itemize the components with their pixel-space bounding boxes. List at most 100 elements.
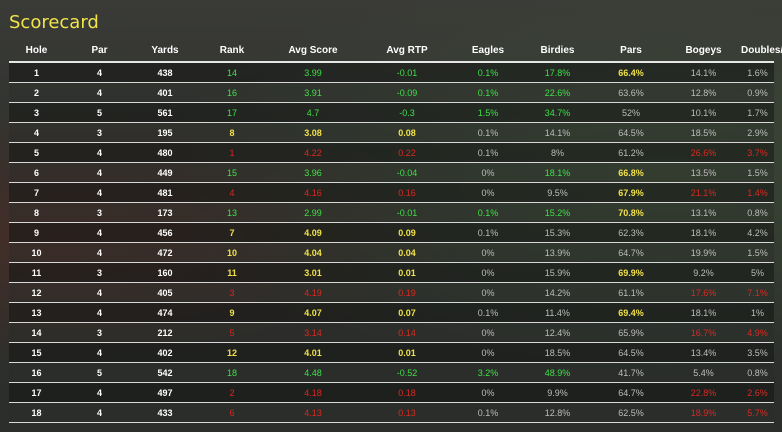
yards-cell: 401 (135, 82, 195, 103)
avg-score-cell: 2.99 (269, 202, 357, 223)
eagles-cell: 0% (457, 162, 519, 183)
table-row: 9 4 456 7 4.09 0.09 0.1% 15.3% 62.3% 18.1% 4.2% (9, 222, 774, 243)
doubles-cell: 2.6% (741, 382, 774, 403)
doubles-cell: 1.7% (741, 102, 774, 123)
avg-rtp-cell: 0.16 (357, 182, 457, 203)
eagles-cell: 0% (457, 182, 519, 203)
avg-score-cell: 3.91 (269, 82, 357, 103)
pars-cell: 64.5% (596, 342, 666, 363)
hole-cell: 16 (9, 362, 64, 383)
birdies-cell: 17.8% (519, 62, 596, 83)
table-header-row: Hole Par Yards Rank Avg Score Avg RTP Eagles Bi… (9, 40, 782, 62)
birdies-cell: 22.6% (519, 82, 596, 103)
avg-rtp-cell: 0.19 (357, 282, 457, 303)
yards-cell: 402 (135, 342, 195, 363)
pars-cell: 63.6% (596, 82, 666, 103)
bogeys-cell: 17.6% (666, 282, 741, 303)
avg-score-cell: 4.18 (269, 382, 357, 403)
par-cell: 4 (64, 282, 135, 303)
avg-rtp-cell: -0.01 (357, 202, 457, 223)
eagles-cell: 0.1% (457, 62, 519, 83)
hole-cell: 1 (9, 62, 64, 83)
pars-cell: 66.4% (596, 62, 666, 83)
hole-cell: 3 (9, 102, 64, 123)
birdies-cell: 12.4% (519, 322, 596, 343)
yards-cell: 173 (135, 202, 195, 223)
avg-score-cell: 3.96 (269, 162, 357, 183)
eagles-cell: 0.1% (457, 142, 519, 163)
par-cell: 4 (64, 82, 135, 103)
avg-score-cell: 4.09 (269, 222, 357, 243)
hole-cell: 14 (9, 322, 64, 343)
hole-cell: 6 (9, 162, 64, 183)
eagles-cell: 0.1% (457, 402, 519, 423)
table-row: 4 3 195 8 3.08 0.08 0.1% 14.1% 64.5% 18.5% 2.9% (9, 122, 774, 143)
pars-cell: 70.8% (596, 202, 666, 223)
birdies-cell: 15.9% (519, 262, 596, 283)
column-header-yards: Yards (151, 45, 179, 56)
rank-cell: 17 (195, 102, 269, 123)
table-row: 14 3 212 5 3.14 0.14 0% 12.4% 65.9% 16.7% 4.9% (9, 322, 774, 343)
table-row: 16 5 542 18 4.48 -0.52 3.2% 48.9% 41.7% 5.4% 0.8% (9, 362, 774, 383)
avg-rtp-cell: -0.09 (357, 82, 457, 103)
avg-rtp-cell: 0.09 (357, 222, 457, 243)
column-header-hole: Hole (25, 45, 48, 56)
par-cell: 4 (64, 302, 135, 323)
bogeys-cell: 10.1% (666, 102, 741, 123)
bogeys-cell: 18.9% (666, 402, 741, 423)
hole-cell: 15 (9, 342, 64, 363)
doubles-cell: 2.9% (741, 122, 774, 143)
par-cell: 5 (64, 362, 135, 383)
yards-cell: 195 (135, 122, 195, 143)
pars-cell: 69.4% (596, 302, 666, 323)
eagles-cell: 0% (457, 322, 519, 343)
doubles-cell: 1.5% (741, 242, 774, 263)
rank-cell: 18 (195, 362, 269, 383)
eagles-cell: 0% (457, 282, 519, 303)
birdies-cell: 18.5% (519, 342, 596, 363)
hole-cell: 11 (9, 262, 64, 283)
hole-cell: 5 (9, 142, 64, 163)
yards-cell: 433 (135, 402, 195, 423)
yards-cell: 472 (135, 242, 195, 263)
rank-cell: 9 (195, 302, 269, 323)
avg-score-cell: 3.14 (269, 322, 357, 343)
bogeys-cell: 22.8% (666, 382, 741, 403)
yards-cell: 497 (135, 382, 195, 403)
pars-cell: 64.7% (596, 382, 666, 403)
avg-rtp-cell: 0.04 (357, 242, 457, 263)
table-body: 1 4 438 14 3.99 -0.01 0.1% 17.8% 66.4% 14.1% 1.6% 2… (9, 62, 774, 423)
hole-cell: 4 (9, 122, 64, 143)
eagles-cell: 0.1% (457, 222, 519, 243)
table-row: 10 4 472 10 4.04 0.04 0% 13.9% 64.7% 19.9% 1.5% (9, 242, 774, 263)
pars-cell: 65.9% (596, 322, 666, 343)
avg-rtp-cell: 0.18 (357, 382, 457, 403)
doubles-cell: 0.9% (741, 82, 774, 103)
yards-cell: 438 (135, 62, 195, 83)
par-cell: 4 (64, 342, 135, 363)
table-row: 17 4 497 2 4.18 0.18 0% 9.9% 64.7% 22.8% 2.6% (9, 382, 774, 403)
column-header-par: Par (91, 45, 108, 56)
table-row: 7 4 481 4 4.16 0.16 0% 9.5% 67.9% 21.1% 1.4% (9, 182, 774, 203)
avg-score-cell: 4.01 (269, 342, 357, 363)
yards-cell: 212 (135, 322, 195, 343)
column-header-birdies: Birdies (540, 45, 575, 56)
avg-score-cell: 4.16 (269, 182, 357, 203)
eagles-cell: 0.1% (457, 82, 519, 103)
column-header-eagles: Eagles (471, 45, 505, 56)
rank-cell: 6 (195, 402, 269, 423)
avg-score-cell: 4.13 (269, 402, 357, 423)
doubles-cell: 0.8% (741, 362, 774, 383)
rank-cell: 16 (195, 82, 269, 103)
doubles-cell: 1.4% (741, 182, 774, 203)
par-cell: 4 (64, 62, 135, 83)
rank-cell: 13 (195, 202, 269, 223)
rank-cell: 12 (195, 342, 269, 363)
column-header-avg-rtp: Avg RTP (386, 45, 428, 56)
avg-score-cell: 4.22 (269, 142, 357, 163)
doubles-cell: 4.2% (741, 222, 774, 243)
bogeys-cell: 5.4% (666, 362, 741, 383)
table-row: 12 4 405 3 4.19 0.19 0% 14.2% 61.1% 17.6% 7.1% (9, 282, 774, 303)
avg-score-cell: 4.48 (269, 362, 357, 383)
avg-rtp-cell: -0.52 (357, 362, 457, 383)
